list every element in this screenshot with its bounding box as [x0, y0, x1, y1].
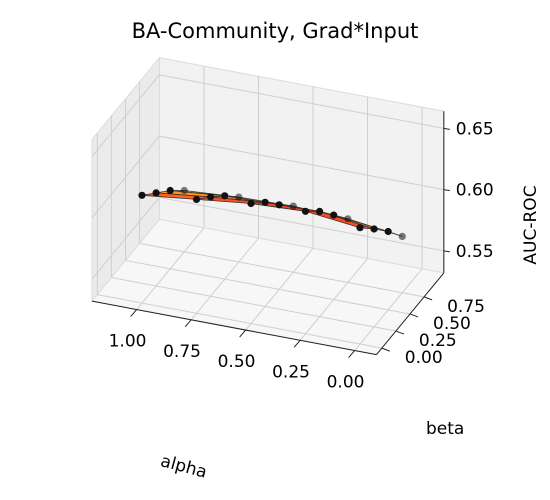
z-axis-label: AUC-ROC	[521, 185, 541, 264]
data-point	[301, 207, 310, 215]
x-tick-mark	[184, 319, 192, 328]
grid-lines	[91, 66, 445, 356]
x-axis-label: alpha	[158, 451, 209, 483]
y-tick-mark	[395, 330, 405, 335]
data-point	[261, 198, 269, 206]
x-tick-mark	[239, 329, 247, 338]
x-tick-label: 0.50	[218, 352, 256, 372]
x-axis-line	[91, 300, 377, 356]
y-tick-label: 0.00	[405, 348, 443, 368]
tick-labels: 1.000.750.500.250.000.000.250.500.750.55…	[109, 119, 494, 392]
data-point	[207, 193, 215, 201]
grid-line-beta	[125, 259, 411, 315]
data-point	[370, 225, 378, 233]
x-tick-mark	[348, 350, 356, 358]
x-tick-label: 0.00	[327, 373, 365, 393]
x-tick-label: 0.25	[272, 362, 310, 382]
z-tick-mark	[443, 250, 450, 253]
y-tick-label: 0.25	[419, 331, 457, 351]
y-tick-mark	[423, 296, 433, 301]
data-points	[138, 186, 406, 240]
y-tick-mark	[381, 347, 390, 352]
grid-line-beta	[97, 294, 382, 349]
z-tick-mark	[443, 189, 450, 192]
z-tick-mark	[443, 127, 450, 130]
data-point	[138, 191, 146, 199]
data-point	[384, 227, 392, 236]
data-point	[289, 202, 297, 210]
grid-line-beta	[111, 277, 396, 332]
data-point	[247, 199, 255, 208]
y-tick-mark	[409, 313, 419, 318]
y-tick-label: 0.50	[433, 314, 471, 334]
data-point	[152, 189, 160, 197]
z-tick-label: 0.65	[456, 119, 494, 139]
grid-line-z	[91, 135, 160, 219]
grid-line-z	[91, 74, 160, 157]
y-axis-label: beta	[426, 419, 464, 439]
data-point	[330, 211, 338, 219]
grid-line-z	[91, 197, 160, 280]
data-point	[316, 207, 324, 215]
x-tick-mark	[293, 339, 301, 348]
z-tick-label: 0.60	[456, 181, 494, 201]
grid-line-beta	[139, 242, 425, 298]
grid-line-z	[159, 74, 444, 129]
data-point	[344, 215, 352, 223]
grid-line-z	[159, 196, 444, 252]
data-point	[180, 186, 188, 195]
y-tick-label: 0.75	[447, 297, 485, 317]
data-point	[356, 224, 364, 232]
data-point	[235, 193, 243, 201]
chart-title: BA-Community, Grad*Input	[132, 19, 419, 43]
x-tick-label: 0.75	[163, 342, 201, 362]
z-tick-label: 0.55	[456, 242, 494, 262]
data-point	[221, 192, 229, 200]
x-tick-label: 1.00	[109, 332, 147, 352]
data-point	[166, 186, 174, 195]
data-point	[275, 201, 283, 209]
data-point	[192, 195, 201, 203]
data-point	[398, 232, 406, 240]
x-tick-mark	[130, 309, 138, 317]
grid-line-z	[159, 135, 444, 191]
